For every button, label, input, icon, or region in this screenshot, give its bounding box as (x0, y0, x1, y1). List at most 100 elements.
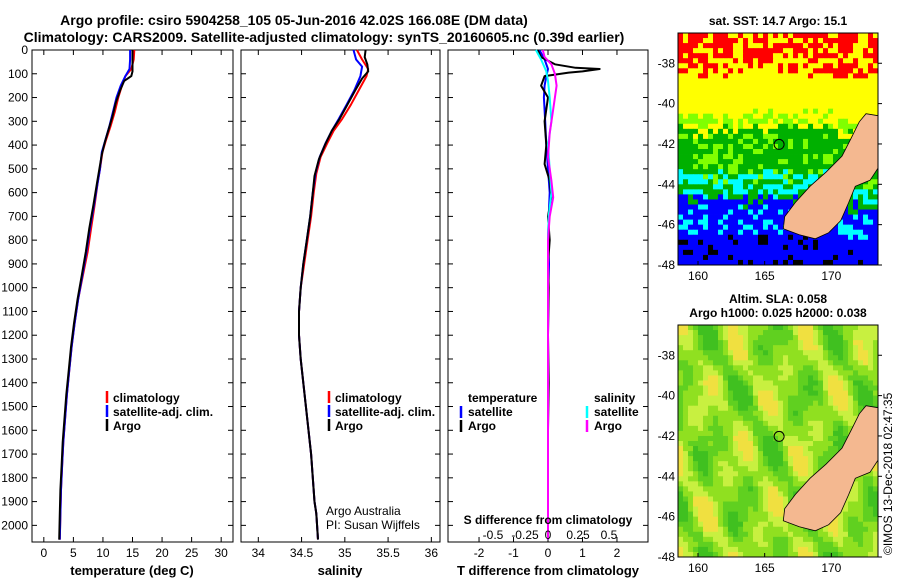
map-cell (738, 425, 744, 432)
map-cell (863, 501, 869, 507)
map-cell (818, 340, 824, 346)
map-cell (708, 471, 714, 477)
map-cell (808, 73, 814, 79)
map-cell (798, 179, 804, 185)
map-cell (733, 123, 739, 130)
map-cell (778, 123, 784, 130)
map-cell (753, 244, 759, 251)
map-cell (783, 466, 789, 472)
map-cell (768, 516, 774, 523)
map-cell (813, 73, 819, 79)
map-cell (708, 128, 714, 135)
map-cell (733, 496, 739, 502)
map-cell (758, 526, 764, 533)
map-cell (763, 405, 769, 412)
map-cell (778, 350, 784, 356)
map-cell (793, 184, 799, 190)
map-cell (853, 73, 859, 79)
map-cell (848, 491, 854, 497)
map-cell (683, 491, 689, 497)
map-cell (748, 174, 754, 180)
credit-line-1: Argo Australia (326, 504, 401, 518)
map-cell (788, 128, 794, 135)
map-cell (683, 435, 689, 442)
map-cell (783, 259, 789, 265)
map-cell (788, 259, 794, 265)
map-cell (708, 375, 714, 381)
map-cell (838, 98, 844, 105)
map-cell (753, 184, 759, 190)
map-cell (778, 395, 784, 402)
depth-tick-label: 700 (8, 209, 28, 223)
map-cell (758, 128, 764, 135)
map-cell (803, 531, 809, 538)
map-cell (763, 159, 769, 165)
map-cell (843, 78, 849, 84)
map-cell (858, 244, 864, 251)
map-cell (798, 466, 804, 472)
map-cell (778, 435, 784, 442)
map-cell (708, 481, 714, 487)
map-cell (723, 546, 729, 553)
salinity-axis: 34 34.5 35 35.5 36 (241, 49, 440, 560)
map-cell (873, 486, 878, 492)
map-cell (788, 98, 794, 105)
map-cell (703, 209, 709, 215)
map-cell (843, 521, 849, 528)
map-cell (768, 108, 774, 115)
map-cell (768, 410, 774, 417)
map-cell (768, 355, 774, 361)
map-cell (753, 365, 759, 371)
map-cell (703, 103, 709, 110)
map-cell (768, 541, 774, 548)
map-cell (778, 415, 784, 422)
map-cell (698, 159, 704, 165)
map-cell (738, 244, 744, 251)
map-cell (683, 43, 689, 49)
map-cell (743, 536, 749, 543)
map-cell (758, 441, 764, 447)
map-cell (843, 254, 849, 261)
map-cell (693, 83, 699, 89)
map-cell (868, 229, 874, 236)
map-cell (693, 451, 699, 457)
map-cell (808, 451, 814, 457)
map-cell (678, 78, 684, 84)
map-cell (738, 536, 744, 543)
map-cell (863, 98, 869, 105)
map-cell (698, 375, 704, 381)
map-cell (853, 229, 859, 236)
map-cell (743, 481, 749, 487)
map-cell (803, 108, 809, 115)
map-cell (773, 405, 779, 412)
map-cell (713, 330, 719, 336)
map-cell (768, 425, 774, 432)
map-cell (728, 370, 734, 376)
map-cell (763, 63, 769, 69)
map-cell (783, 355, 789, 361)
map-cell (833, 415, 839, 422)
legend-label-t-satellite: satellite (468, 405, 513, 419)
map-cell (848, 88, 854, 94)
map-cell (828, 93, 834, 99)
map-cell (708, 390, 714, 397)
map-cell (693, 103, 699, 110)
map-cell (708, 410, 714, 417)
map-cell (873, 516, 878, 523)
series-line-argo (58, 50, 134, 540)
map-cell (783, 365, 789, 371)
map-cell (863, 33, 869, 39)
map-cell (843, 224, 849, 231)
map-cell (703, 58, 709, 64)
map-cell (833, 441, 839, 447)
map-cell (868, 108, 874, 115)
map-cell (738, 239, 744, 246)
map-cell (703, 446, 709, 452)
map-cell (683, 179, 689, 185)
map-cell (703, 441, 709, 447)
map-cell (848, 83, 854, 89)
map-cell (703, 249, 709, 256)
map-cell (758, 486, 764, 492)
map-cell (863, 204, 869, 210)
map-cell (683, 335, 689, 341)
